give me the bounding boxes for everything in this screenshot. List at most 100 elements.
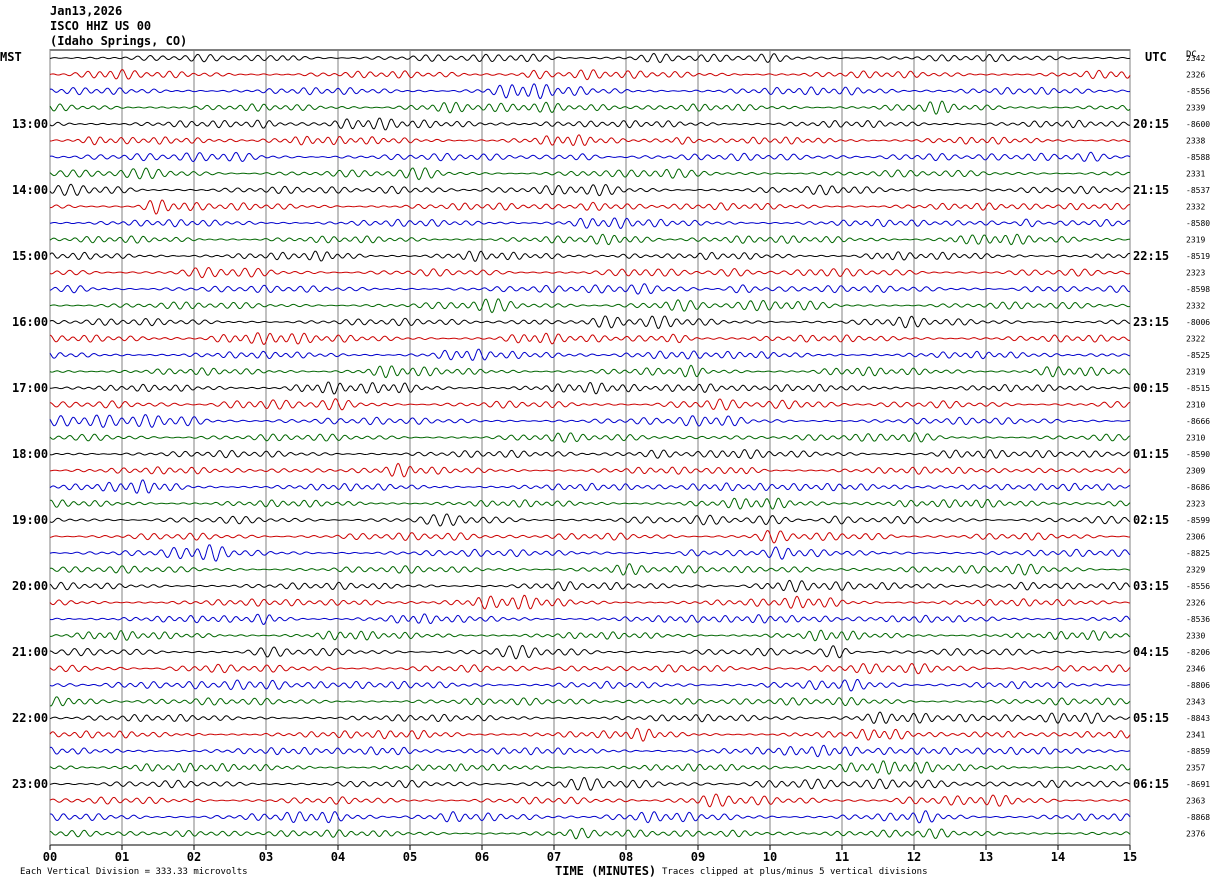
utc-hour-label: 22:15 — [1133, 249, 1169, 263]
dc-offset-label: -8206 — [1186, 648, 1210, 657]
x-tick-label: 08 — [619, 850, 633, 864]
seismic-trace — [49, 432, 1131, 443]
dc-offset-label: -8598 — [1186, 285, 1210, 294]
dc-offset-label: 2319 — [1186, 236, 1205, 245]
x-tick-label: 15 — [1123, 850, 1137, 864]
dc-offset-label: -8686 — [1186, 483, 1210, 492]
clip-note: Traces clipped at plus/minus 5 vertical … — [662, 867, 928, 877]
dc-offset-label: 2322 — [1186, 335, 1205, 344]
dc-offset-label: 2310 — [1186, 401, 1205, 410]
dc-offset-label: 2346 — [1186, 665, 1205, 674]
seismic-trace — [49, 662, 1131, 675]
utc-hour-label: 23:15 — [1133, 315, 1169, 329]
mst-hour-label: 15:00 — [12, 249, 48, 263]
dc-offset-label: -8691 — [1186, 780, 1210, 789]
seismic-trace — [49, 678, 1131, 692]
dc-label: DC — [1186, 50, 1197, 60]
x-tick-label: 01 — [115, 850, 129, 864]
seismic-trace — [49, 563, 1131, 576]
x-tick-label: 11 — [835, 850, 849, 864]
dc-offset-label: -8537 — [1186, 186, 1210, 195]
x-tick-label: 05 — [403, 850, 417, 864]
seismic-trace — [49, 497, 1131, 510]
dc-offset-label: 2310 — [1186, 434, 1205, 443]
dc-offset-label: -8599 — [1186, 516, 1210, 525]
dc-offset-label: 2363 — [1186, 797, 1205, 806]
seismic-trace — [49, 348, 1131, 361]
mst-hour-label: 14:00 — [12, 183, 48, 197]
seismic-trace — [49, 760, 1131, 775]
seismic-trace — [49, 579, 1131, 593]
dc-offset-label: 2306 — [1186, 533, 1205, 542]
dc-offset-label: -8588 — [1186, 153, 1210, 162]
utc-label: UTC — [1145, 50, 1167, 64]
trace-group — [49, 52, 1131, 840]
x-tick-label: 10 — [763, 850, 777, 864]
dc-offset-label: -8006 — [1186, 318, 1210, 327]
dc-offset-label: 2323 — [1186, 269, 1205, 278]
dc-offset-label: 2323 — [1186, 500, 1205, 509]
seismic-trace — [49, 381, 1131, 395]
utc-hour-label: 00:15 — [1133, 381, 1169, 395]
seismic-trace — [49, 332, 1131, 346]
x-axis-title: TIME (MINUTES) — [555, 864, 657, 878]
station-label: ISCO HHZ US 00 — [50, 19, 152, 33]
seismic-trace — [49, 793, 1131, 808]
x-tick-label: 07 — [547, 850, 561, 864]
mst-hour-label: 20:00 — [12, 579, 48, 593]
seismic-trace — [49, 696, 1131, 707]
dc-offset-label: 2338 — [1186, 137, 1205, 146]
dc-offset-label: -8590 — [1186, 450, 1210, 459]
seismic-trace — [49, 629, 1131, 642]
seismic-trace — [49, 479, 1131, 494]
seismic-trace — [49, 594, 1131, 610]
dc-offset-label: 2342 — [1186, 54, 1205, 63]
utc-hour-label: 21:15 — [1133, 183, 1169, 197]
utc-hour-label: 06:15 — [1133, 777, 1169, 791]
seismic-trace — [49, 613, 1131, 626]
seismic-trace — [49, 364, 1131, 379]
dc-offset-label: 2331 — [1186, 170, 1205, 179]
seismic-trace — [49, 462, 1131, 478]
x-tick-label: 00 — [43, 850, 57, 864]
seismic-trace — [49, 117, 1131, 131]
dc-offset-label: 2329 — [1186, 566, 1205, 575]
utc-hour-label: 20:15 — [1133, 117, 1169, 131]
mst-hour-label: 13:00 — [12, 117, 48, 131]
dc-offset-label: -8666 — [1186, 417, 1210, 426]
seismic-trace — [49, 100, 1131, 115]
dc-offset-label: -8556 — [1186, 582, 1210, 591]
dc-offset-label: -8556 — [1186, 87, 1210, 96]
seismic-trace — [49, 283, 1131, 295]
dc-offset-label: -8536 — [1186, 615, 1210, 624]
x-tick-label: 14 — [1051, 850, 1065, 864]
x-tick-label: 04 — [331, 850, 345, 864]
dc-offset-label: -8580 — [1186, 219, 1210, 228]
seismic-trace — [49, 744, 1131, 758]
dc-offset-label: 2326 — [1186, 71, 1205, 80]
dc-offset-label: -8600 — [1186, 120, 1210, 129]
dc-offset-label: 2376 — [1186, 830, 1205, 839]
vertical-division-note: Each Vertical Division = 333.33 microvol… — [20, 867, 248, 877]
utc-hour-label: 05:15 — [1133, 711, 1169, 725]
dc-offset-label: -8519 — [1186, 252, 1210, 261]
dc-offset-label: 2357 — [1186, 764, 1205, 773]
dc-offset-label: -8806 — [1186, 681, 1210, 690]
mst-hour-label: 22:00 — [12, 711, 48, 725]
dc-offset-label: 2309 — [1186, 467, 1205, 476]
seismic-trace — [49, 233, 1131, 246]
seismic-trace — [49, 52, 1131, 64]
utc-hour-label: 02:15 — [1133, 513, 1169, 527]
minute-grid — [49, 49, 1131, 850]
seismic-trace — [49, 183, 1131, 197]
seismic-trace — [49, 167, 1131, 181]
seismic-trace — [49, 298, 1131, 314]
dc-offset-label: 2332 — [1186, 203, 1205, 212]
seismic-trace — [49, 827, 1131, 840]
seismic-trace — [49, 810, 1131, 824]
mst-hour-label: 17:00 — [12, 381, 48, 395]
location-label: (Idaho Springs, CO) — [50, 34, 188, 48]
date-label: Jan13,2026 — [50, 4, 123, 18]
dc-offset-label: -8868 — [1186, 813, 1210, 822]
